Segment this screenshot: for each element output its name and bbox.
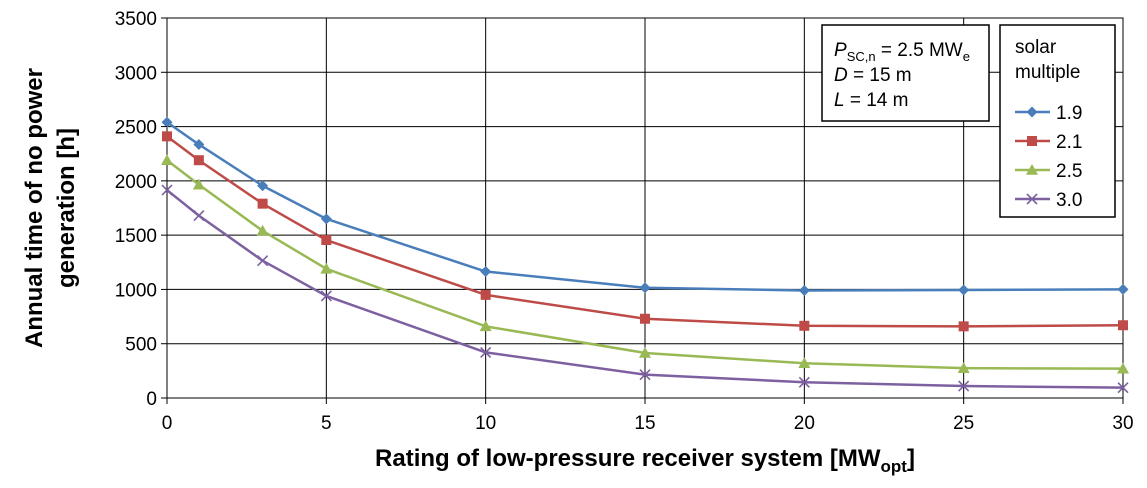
y-tick-label: 3500 — [115, 9, 157, 30]
data-point — [480, 266, 492, 278]
x-axis-title-sub: opt — [881, 457, 908, 476]
data-point — [257, 180, 269, 192]
param-diameter: D = 15 m — [834, 65, 912, 86]
data-point — [1027, 136, 1037, 146]
x-axis-title-main: Rating of low-pressure receiver system [… — [375, 445, 881, 472]
data-point — [1026, 193, 1038, 205]
x-tick-label: 20 — [794, 413, 815, 434]
data-point — [1117, 362, 1129, 374]
data-point — [320, 290, 332, 302]
data-point — [798, 357, 811, 369]
parameter-box: PSC,n = 2.5 MWe D = 15 m L = 14 m — [821, 24, 990, 122]
data-point — [798, 376, 810, 388]
y-tick-label: 3000 — [115, 63, 157, 84]
data-point — [480, 346, 492, 358]
data-point — [162, 131, 172, 142]
param-power: PSC,n = 2.5 MWe — [834, 40, 970, 64]
y-tick-label: 2000 — [115, 172, 157, 193]
data-point — [798, 285, 810, 297]
data-point — [958, 321, 969, 332]
data-point — [639, 282, 651, 294]
param-length: L = 14 m — [834, 90, 908, 111]
data-point — [193, 210, 205, 222]
x-tick-label: 10 — [475, 413, 496, 434]
data-point — [479, 320, 492, 332]
x-axis-title: Rating of low-pressure receiver system [… — [375, 445, 915, 476]
y-tick-label: 0 — [146, 389, 157, 410]
legend-title-line2: multiple — [1015, 62, 1080, 83]
data-point — [958, 380, 970, 392]
legend-entry-label: 1.9 — [1056, 103, 1082, 124]
data-point — [320, 262, 333, 274]
x-tick-label: 30 — [1112, 413, 1133, 434]
x-axis-title-end: ] — [907, 445, 915, 472]
y-tick-label: 1500 — [115, 226, 157, 247]
y-axis-title-line1: Annual time of no power — [21, 68, 48, 348]
data-point — [958, 284, 970, 296]
legend-entry-label: 2.5 — [1056, 161, 1082, 182]
y-tick-label: 1000 — [115, 280, 157, 301]
data-point — [321, 235, 332, 246]
data-point — [1117, 382, 1129, 394]
data-point — [161, 184, 173, 196]
data-point — [480, 289, 491, 300]
x-tick-label: 15 — [634, 413, 655, 434]
data-point — [639, 346, 651, 358]
legend-title-line1: solar — [1015, 37, 1057, 58]
data-point — [161, 154, 173, 166]
data-point — [193, 138, 205, 150]
data-point — [1118, 320, 1128, 331]
x-tick-label: 25 — [953, 413, 974, 434]
legend-entry-label: 3.0 — [1056, 190, 1082, 211]
data-point — [257, 198, 268, 209]
data-point — [161, 116, 173, 128]
data-point — [1026, 106, 1038, 118]
axis-ticks: 0 500 1000 1500 2000 2500 3000 3500 0 5 10 15 20 25 30 — [115, 9, 1134, 434]
data-point — [957, 362, 970, 373]
data-point — [799, 320, 810, 331]
x-tick-label: 5 — [321, 413, 332, 434]
data-point — [192, 178, 205, 190]
legend: solar multiple 1.9 2.1 2.5 3.0 — [999, 24, 1116, 218]
data-point — [1117, 283, 1129, 295]
legend-entry-label: 2.1 — [1056, 132, 1082, 153]
data-point — [257, 255, 269, 267]
data-point — [193, 155, 204, 166]
data-point — [639, 369, 651, 381]
series-markers — [161, 116, 1129, 394]
y-tick-label: 500 — [125, 335, 157, 356]
x-tick-label: 0 — [162, 413, 173, 434]
data-point — [640, 313, 650, 324]
y-tick-label: 2500 — [115, 118, 157, 139]
data-point — [320, 213, 332, 225]
data-point — [256, 224, 269, 236]
y-axis-title-line2: generation [h] — [53, 128, 80, 288]
data-point — [1026, 164, 1038, 175]
